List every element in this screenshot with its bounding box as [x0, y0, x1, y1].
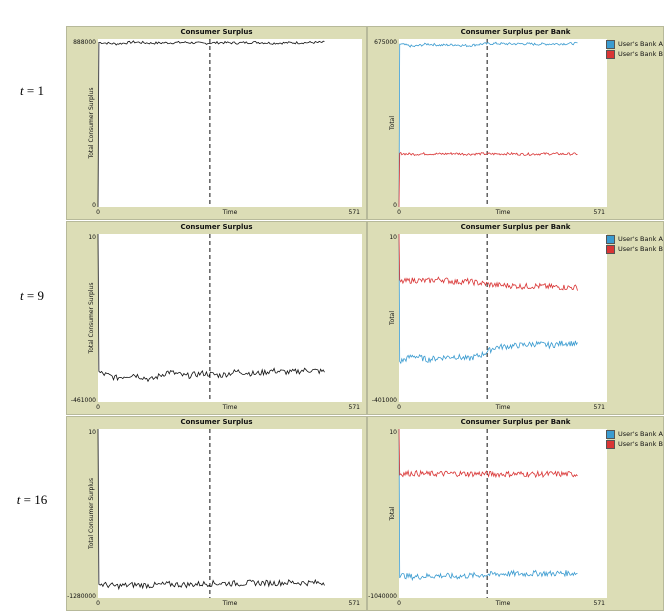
- x-tick-label-start: 0: [96, 209, 100, 216]
- legend-swatch-bank-b: [606, 439, 615, 449]
- y-axis-label: Total: [389, 116, 396, 131]
- row-label-value: 16: [34, 492, 48, 507]
- series-line: [398, 233, 578, 291]
- chart-panel: Consumer Surplus Total Consumer Surplus 8…: [66, 26, 367, 220]
- y-tick-label-top: 10: [389, 429, 397, 436]
- y-tick-label-bottom: -461000: [71, 397, 96, 404]
- y-axis-label: Total: [389, 311, 396, 326]
- legend-swatch-bank-a: [606, 429, 615, 439]
- chart-svg: Total Consumer Surplus 888000 00 571 Time: [73, 39, 362, 216]
- x-tick-label-end: 571: [594, 600, 606, 607]
- legend-swatch-bank-a: [606, 234, 615, 244]
- row-label-2: t = 9: [20, 288, 44, 303]
- x-tick-label-start: 0: [397, 600, 401, 607]
- series-line: [97, 233, 325, 383]
- y-axis-label: Total Consumer Surplus: [88, 88, 95, 160]
- x-axis-label: Time: [222, 600, 238, 607]
- y-axis-label: Total Consumer Surplus: [88, 478, 95, 550]
- row-label-value: 9: [37, 288, 44, 303]
- legend-label: User's Bank B: [618, 440, 663, 448]
- legend-item-bank-b: User's Bank B: [606, 439, 663, 449]
- legend-label: User's Bank A: [618, 235, 663, 243]
- chart-title: Consumer Surplus: [180, 418, 253, 426]
- legend-swatch-bank-b: [606, 49, 615, 59]
- y-tick-label-bottom: -1040000: [368, 593, 397, 600]
- legend-item-bank-a: User's Bank A: [606, 429, 663, 439]
- chart-title: Consumer Surplus per Bank: [460, 418, 571, 426]
- plot-area: [399, 39, 607, 207]
- y-axis-label: Total: [389, 506, 396, 521]
- legend-swatch-bank-a: [606, 39, 615, 49]
- chart-panel: Consumer Surplus Total Consumer Surplus 1…: [66, 416, 367, 611]
- chart-panel: Consumer Surplus per Bank Total 10 -104000…: [367, 416, 664, 611]
- y-tick-label-bottom: -1280000: [67, 593, 96, 600]
- legend-item-bank-b: User's Bank B: [606, 244, 663, 254]
- plot-area: [98, 39, 362, 207]
- chart-title: Consumer Surplus: [180, 223, 253, 231]
- x-axis-label: Time: [495, 404, 511, 411]
- chart-title: Consumer Surplus per Bank: [460, 223, 571, 231]
- y-tick-label-top: 10: [389, 234, 397, 241]
- x-tick-label-start: 0: [96, 404, 100, 411]
- y-tick-label-top: 888000: [73, 39, 96, 46]
- row-label-3: t = 16: [16, 492, 48, 507]
- legend-item-bank-b: User's Bank B: [606, 49, 663, 59]
- x-tick-label-end: 571: [594, 209, 606, 216]
- y-tick-label-bottom: -401000: [372, 397, 397, 404]
- chart-panel: Consumer Surplus per Bank Total 10 -401000…: [367, 221, 664, 415]
- chart-title: Consumer Surplus: [180, 28, 253, 36]
- x-axis-label: Time: [495, 209, 511, 216]
- chart-legend: User's Bank A User's Bank B: [606, 39, 663, 59]
- y-tick-label-top: 10: [88, 429, 96, 436]
- series-line: [97, 428, 325, 591]
- series-line: [398, 151, 578, 208]
- x-tick-label-end: 571: [349, 404, 361, 411]
- legend-label: User's Bank B: [618, 245, 663, 253]
- x-tick-label-start: 0: [397, 404, 401, 411]
- x-axis-label: Time: [222, 209, 238, 216]
- legend-label: User's Bank A: [618, 430, 663, 438]
- y-tick-label-top: 675000: [374, 39, 397, 46]
- plot-area: [98, 429, 362, 598]
- y-tick-label-bottom: 0: [393, 202, 397, 209]
- chart-svg: Total 675000 00 571 Time: [374, 39, 607, 216]
- x-tick-label-start: 0: [96, 600, 100, 607]
- y-tick-label-top: 10: [88, 234, 96, 241]
- x-axis-label: Time: [495, 600, 511, 607]
- chart-panel: Consumer Surplus per Bank Total 675000 0 0 5…: [367, 26, 664, 220]
- row-label-1: t = 1: [20, 83, 44, 98]
- row-label-var: t: [20, 288, 24, 303]
- series-line: [398, 233, 578, 365]
- series-line: [398, 428, 578, 582]
- x-axis-label: Time: [222, 404, 238, 411]
- row-label-var: t: [20, 83, 24, 98]
- chart-panel: Consumer Surplus Total Consumer Surplus 1…: [66, 221, 367, 415]
- x-tick-label-end: 571: [349, 209, 361, 216]
- plot-area: [399, 234, 607, 402]
- plot-area: [98, 234, 362, 402]
- legend-label: User's Bank B: [618, 50, 663, 58]
- legend-label: User's Bank A: [618, 40, 663, 48]
- chart-title: Consumer Surplus per Bank: [460, 28, 571, 36]
- legend-item-bank-a: User's Bank A: [606, 39, 663, 49]
- series-line: [97, 40, 325, 208]
- row-label-value: 1: [37, 83, 44, 98]
- y-axis-label: Total Consumer Surplus: [88, 283, 95, 355]
- row-label-var: t: [16, 492, 21, 507]
- legend-swatch-bank-b: [606, 244, 615, 254]
- y-tick-label-bottom: 0: [92, 202, 96, 209]
- x-tick-label-start: 0: [397, 209, 401, 216]
- x-tick-label-end: 571: [594, 404, 606, 411]
- series-line: [398, 41, 578, 208]
- chart-legend: User's Bank A User's Bank B: [606, 429, 663, 449]
- chart-legend: User's Bank A User's Bank B: [606, 234, 663, 254]
- plot-area: [399, 429, 607, 598]
- legend-item-bank-a: User's Bank A: [606, 234, 663, 244]
- series-line: [398, 428, 578, 479]
- x-tick-label-end: 571: [349, 600, 361, 607]
